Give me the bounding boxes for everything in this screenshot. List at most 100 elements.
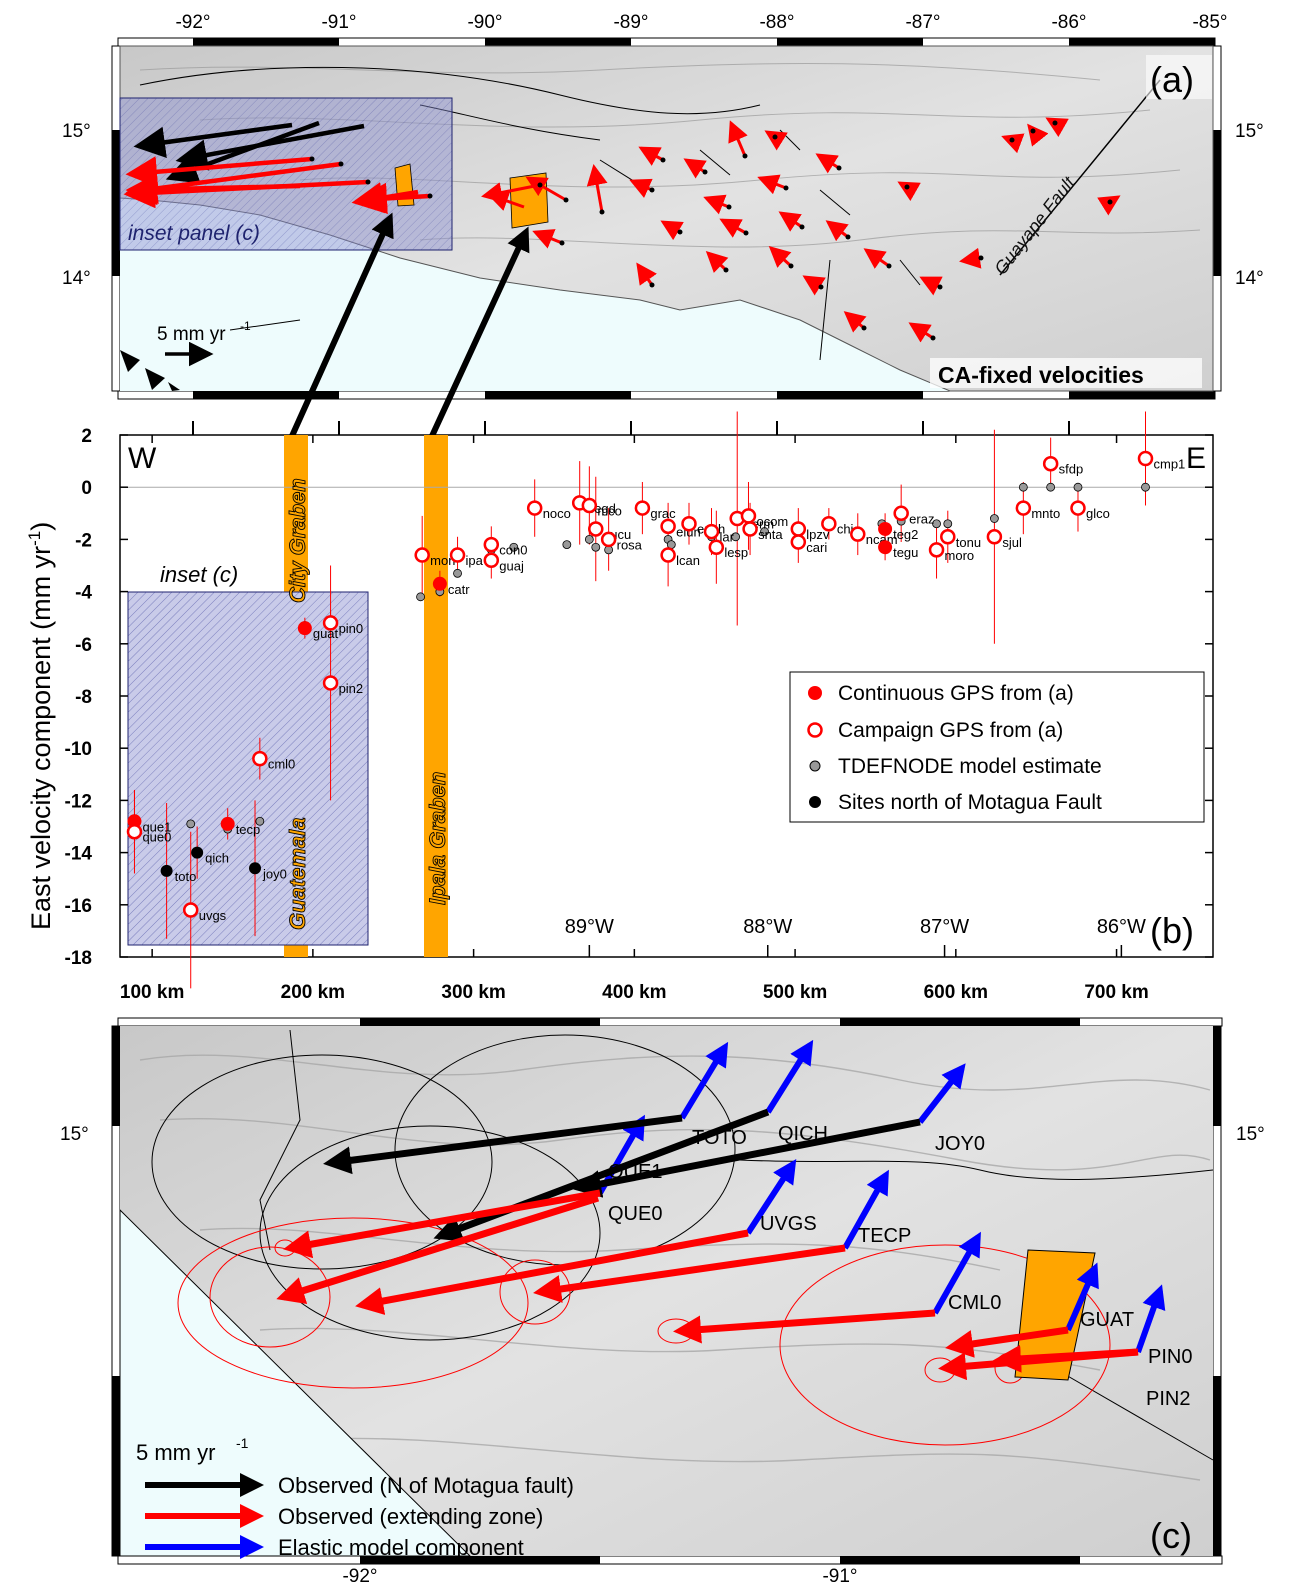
- y-tick-label: -8: [75, 687, 92, 708]
- campaign-gps-point: [740, 508, 757, 524]
- site-label: UVGS: [760, 1213, 817, 1235]
- site-label: noco: [543, 506, 571, 521]
- campaign-gps-point: [850, 526, 866, 542]
- site-label: mori: [430, 553, 455, 568]
- y-tick-label: -18: [65, 948, 92, 969]
- site-label: cmp1: [1153, 456, 1185, 471]
- y-tick-labels: 2 0 -2 -4 -6 -8 -10 -12 -14 -16 -18: [65, 426, 1213, 969]
- site-label: ipa: [466, 553, 484, 568]
- guayape-fault: [999, 79, 1161, 276]
- campaign-gps-point: [703, 523, 720, 540]
- model-point: [255, 816, 265, 826]
- y-tick-label: -10: [65, 739, 92, 760]
- panel-c-legend: 5 mm yr -1 Observed (N of Motagua fault)…: [136, 1435, 574, 1560]
- campaign-gps-point: [449, 547, 466, 563]
- lat-label: 15°: [60, 1124, 89, 1145]
- x-tick-label: 700 km: [1084, 982, 1148, 1003]
- graben-connector-arrows: [289, 212, 530, 438]
- campaign-gps-point: [322, 675, 339, 691]
- campaign-gps-point: [588, 521, 604, 537]
- site-label: lesp: [724, 545, 748, 560]
- y-tick-label: -14: [65, 844, 93, 865]
- x-tick-label: 100 km: [120, 982, 184, 1003]
- east-label: E: [1186, 442, 1206, 475]
- model-point: [1018, 482, 1028, 492]
- y-tick-label: -16: [65, 896, 92, 917]
- model-point: [1073, 482, 1083, 492]
- y-tick-label: 2: [81, 426, 92, 447]
- panel-b-label: (b): [1150, 910, 1194, 951]
- site-label: QUE1: [608, 1161, 662, 1183]
- campaign-gps-point: [634, 500, 651, 516]
- model-point: [990, 514, 999, 523]
- campaign-gps-point: [681, 515, 697, 532]
- inset-c-label: inset (c): [160, 562, 238, 587]
- legend-marker-campaign: [807, 722, 823, 738]
- continuous-gps-point: [127, 814, 142, 829]
- campaign-gps-point: [526, 500, 543, 516]
- campaign-gps-point: [790, 534, 807, 550]
- elastic-model-vectors: [597, 1039, 1166, 1354]
- ipala-graben-band: [424, 435, 448, 957]
- campaign-gps-point: [252, 750, 268, 767]
- lon-labels: 89°W 88°W 87°W 86°W: [565, 916, 1146, 957]
- panel-a-map: inset panel (c): [62, 12, 1264, 400]
- site-label: PIN0: [1148, 1346, 1192, 1368]
- model-point: [760, 527, 769, 536]
- model-point: [453, 568, 462, 578]
- campaign-gps-point: [1042, 455, 1059, 472]
- continuous-gps-point: [878, 521, 893, 536]
- gps-site-dots: [309, 120, 1113, 341]
- legend-scale-exponent: -1: [236, 1435, 249, 1451]
- site-label: GUAT: [1080, 1309, 1134, 1331]
- inset-panel-label: inset panel (c): [128, 222, 260, 245]
- site-label: PIN2: [1146, 1388, 1190, 1410]
- city-graben-label: City Graben: [285, 478, 310, 603]
- model-point: [584, 535, 594, 544]
- panel-a-label: (a): [1150, 59, 1194, 100]
- north-site-point: [191, 846, 204, 859]
- x-tick-labels: 100 km 200 km 300 km 400 km 500 km 600 km 700 …: [120, 421, 1149, 1003]
- lat-label: 15°: [1235, 121, 1264, 142]
- campaign-gps-point: [708, 539, 725, 555]
- lat-label: 15°: [1236, 1124, 1265, 1145]
- x-tick-label: 300 km: [441, 982, 505, 1003]
- site-label: lpzv: [806, 527, 830, 542]
- x-tick-label: 600 km: [924, 982, 988, 1003]
- y-tick-label: -6: [75, 635, 92, 656]
- lon-label: 86°W: [1097, 916, 1146, 938]
- campaign-gps-point: [322, 615, 339, 631]
- legend-label: Observed (extending zone): [278, 1504, 543, 1529]
- legend-label: Campaign GPS from (a): [838, 719, 1063, 742]
- lon-label: 87°W: [920, 916, 969, 938]
- legend-label: Continuous GPS from (a): [838, 682, 1074, 705]
- model-point: [416, 592, 425, 602]
- lon-label: -89°: [613, 12, 648, 33]
- observed-north-vectors: [323, 1108, 921, 1242]
- site-labels: TOTO QICH JOY0 QUE1 QUE0 UVGS TECP CML0 …: [608, 1123, 1192, 1410]
- model-point: [186, 819, 196, 829]
- lat-label: 15°: [62, 121, 91, 142]
- campaign-gps-point: [182, 902, 199, 918]
- model-point: [943, 519, 953, 529]
- lat-label: 14°: [1235, 268, 1264, 289]
- site-label: cml0: [268, 757, 295, 772]
- site-label: moro: [945, 548, 975, 563]
- site-label: rosa: [617, 537, 643, 552]
- continuous-gps-point: [878, 540, 893, 555]
- lon-label: -86°: [1051, 12, 1086, 33]
- x-tick-label: 400 km: [602, 982, 666, 1003]
- legend-label: Sites north of Motagua Fault: [838, 791, 1102, 814]
- site-label: que1: [142, 819, 171, 834]
- site-label: TOTO: [692, 1127, 747, 1149]
- panel-b-chart: inset (c) City Graben Guatemala Ipala Gr…: [25, 411, 1214, 1003]
- inset-red-vectors: [123, 156, 431, 215]
- site-label: tecp: [236, 822, 261, 837]
- model-point: [1046, 482, 1056, 492]
- site-label: mnto: [1031, 506, 1060, 521]
- site-label: JOY0: [935, 1133, 985, 1155]
- panel-c-label: (c): [1150, 1515, 1192, 1556]
- site-label: pin2: [339, 681, 364, 696]
- campaign-gps-point: [986, 529, 1003, 545]
